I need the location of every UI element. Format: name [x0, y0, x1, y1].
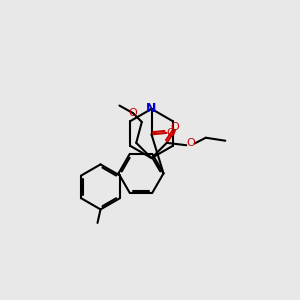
Text: O: O	[166, 128, 175, 138]
Text: O: O	[171, 122, 179, 132]
Text: O: O	[186, 138, 195, 148]
Text: N: N	[146, 102, 157, 116]
Text: O: O	[128, 108, 137, 118]
